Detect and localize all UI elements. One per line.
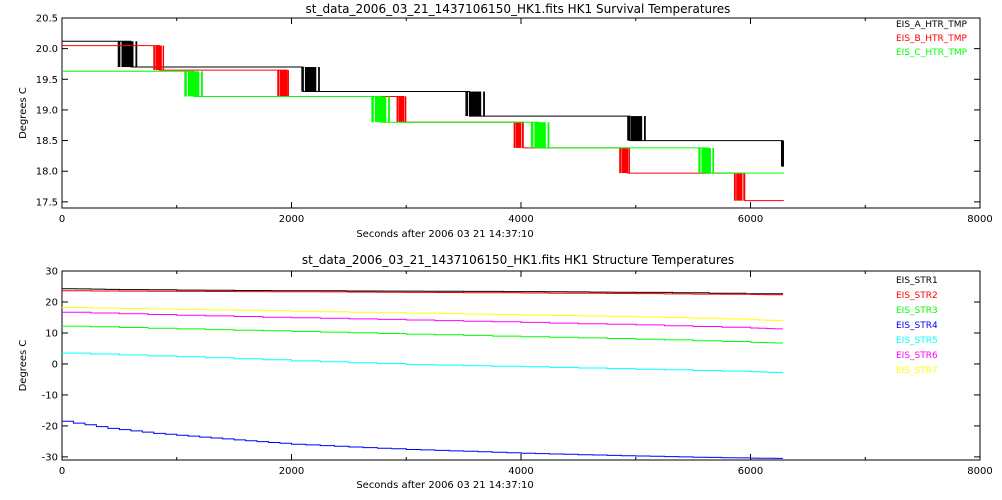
structure-temperatures-panel: st_data_2006_03_21_1437106150_HK1.fits H…: [18, 253, 993, 491]
y-tick-label: 20: [45, 297, 58, 308]
y-tick-label: -20: [42, 421, 58, 432]
chart-title: st_data_2006_03_21_1437106150_HK1.fits H…: [302, 253, 734, 267]
series-eis-str2: [62, 290, 784, 296]
y-tick-label: 18.0: [36, 167, 58, 178]
x-axis-label: Seconds after 2006 03 21 14:37:10: [356, 480, 533, 491]
x-tick-label: 2000: [279, 214, 304, 225]
series-line: [62, 352, 784, 373]
toggle-band: [515, 122, 522, 148]
toggle-band: [398, 96, 405, 123]
series-line: [62, 40, 784, 167]
legend-entry: EIS_STR7: [896, 366, 938, 376]
toggle-band: [621, 147, 628, 174]
y-tick-label: -30: [42, 452, 58, 463]
legend-entry: EIS_STR5: [896, 336, 938, 346]
y-tick-label: 17.5: [36, 197, 58, 208]
y-tick-label: 19.0: [36, 105, 58, 116]
x-tick-label: 4000: [508, 214, 533, 225]
x-axis-label: Seconds after 2006 03 21 14:37:10: [356, 229, 533, 240]
series-line: [62, 70, 784, 174]
toggle-band: [534, 122, 546, 148]
series-line: [62, 307, 784, 322]
y-tick-label: 20.0: [36, 44, 58, 55]
x-tick-label: 8000: [967, 214, 992, 225]
y-axis-label: Degrees C: [18, 340, 29, 392]
series-eis-a-htr-tmp: [62, 40, 784, 167]
x-tick-label: 6000: [738, 466, 763, 477]
x-tick-label: 6000: [738, 214, 763, 225]
series-line: [62, 311, 784, 330]
toggle-band: [736, 173, 743, 201]
series-line: [62, 420, 784, 459]
legend-entry: EIS_B_HTR_TMP: [896, 34, 968, 44]
series-eis-c-htr-tmp: [62, 70, 784, 174]
toggle-band: [279, 70, 287, 97]
legend-entry: EIS_A_HTR_TMP: [896, 20, 967, 30]
toggle-band: [701, 147, 711, 174]
x-tick-label: 4000: [508, 466, 533, 477]
y-tick-label: -10: [42, 390, 58, 401]
survival-temperatures-panel: st_data_2006_03_21_1437106150_HK1.fits H…: [18, 2, 993, 240]
toggle-band: [121, 41, 134, 68]
legend-entry: EIS_STR4: [896, 321, 938, 331]
chart-title: st_data_2006_03_21_1437106150_HK1.fits H…: [306, 2, 731, 16]
series-line: [62, 290, 784, 296]
y-axis-label: Degrees C: [18, 87, 29, 139]
legend-entry: EIS_STR2: [896, 291, 938, 301]
legend-entry: EIS_C_HTR_TMP: [896, 48, 968, 58]
series-eis-str7: [62, 307, 784, 322]
y-tick-label: 10: [45, 328, 58, 339]
x-tick-label: 2000: [279, 466, 304, 477]
series-eis-str5: [62, 352, 784, 373]
toggle-band: [155, 45, 162, 71]
y-tick-label: 18.5: [36, 136, 58, 147]
toggle-band: [304, 67, 317, 92]
x-tick-label: 0: [59, 214, 65, 225]
toggle-band: [630, 116, 643, 141]
y-tick-label: 30: [45, 267, 58, 278]
series-eis-str4: [62, 420, 784, 459]
legend-entry: EIS_STR6: [896, 351, 938, 361]
y-tick-label: 20.5: [36, 14, 58, 25]
x-tick-label: 8000: [967, 466, 992, 477]
y-tick-label: 19.5: [36, 75, 58, 86]
toggle-band: [469, 91, 482, 117]
legend-entry: EIS_STR1: [896, 276, 938, 286]
series-line: [62, 325, 784, 344]
series-eis-str1: [62, 288, 784, 295]
series-line: [62, 288, 784, 295]
y-tick-label: 0: [52, 359, 58, 370]
legend-entry: EIS_STR3: [896, 306, 938, 316]
series-eis-str3: [62, 325, 784, 344]
series-eis-str6: [62, 311, 784, 330]
x-tick-label: 0: [59, 466, 65, 477]
